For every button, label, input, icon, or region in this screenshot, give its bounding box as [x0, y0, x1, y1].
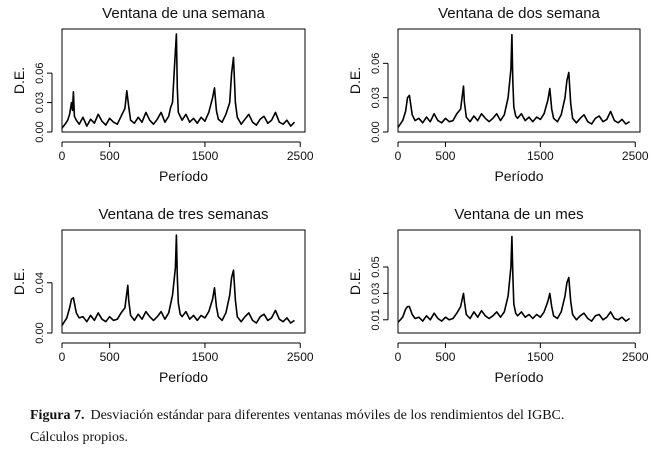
y-tick-label: 0.00: [34, 121, 46, 142]
y-tick-label: 0.04: [34, 272, 46, 293]
x-axis-label: Período: [159, 168, 208, 184]
x-axis-label: Período: [494, 168, 543, 184]
y-axis-label: D.E.: [347, 67, 363, 94]
chart-panel-4: Ventana de un mes 0 500 1500 2500 Período 0.01…: [347, 206, 649, 385]
y-tick-label: 0.03: [370, 87, 382, 108]
figure-caption: Figura 7. Desviación estándar para difere…: [30, 405, 630, 449]
plot-frame: [397, 229, 641, 334]
y-tick-label: 0.05: [370, 256, 382, 277]
x-tick-label: 1500: [192, 149, 219, 163]
caption-text: Desviación estándar para diferentes vent…: [90, 408, 565, 423]
x-tick-label: 0: [59, 149, 66, 163]
x-tick-label: 2500: [287, 350, 314, 364]
caption-line-1: Figura 7. Desviación estándar para difere…: [30, 405, 630, 427]
series-line-1: [397, 33, 631, 128]
y-axis-label: D.E.: [347, 268, 363, 295]
chart-panel-2: Ventana de dos semana 0 500 1500 2500 Período…: [347, 5, 649, 184]
chart-title: Ventana de un mes: [454, 206, 583, 223]
y-axis-label: D.E.: [11, 67, 27, 94]
x-tick-label: 1500: [527, 149, 554, 163]
series-line-1: [61, 33, 296, 129]
x-axis-label: Período: [494, 369, 543, 385]
x-tick-label: 0: [395, 350, 402, 364]
x-tick-label: 500: [435, 149, 455, 163]
figure-canvas: Ventana de una semana 0 500 1500 2500 Período…: [11, 5, 649, 385]
x-tick-label: 500: [435, 350, 455, 364]
y-axis-label: D.E.: [11, 268, 27, 295]
x-tick-label: 1500: [192, 350, 219, 364]
chart-panel-3: Ventana de tres semanas 0 500 1500 2500 Perío…: [11, 206, 314, 385]
x-tick-label: 500: [100, 350, 120, 364]
y-tick-label: 0.06: [370, 53, 382, 74]
y-tick-label: 0.03: [34, 92, 46, 113]
x-tick-label: 2500: [287, 149, 314, 163]
chart-title: Ventana de tres semanas: [98, 206, 268, 223]
caption-line-2: Cálculos propios.: [30, 430, 128, 445]
x-tick-label: 1500: [527, 350, 554, 364]
series-line-1: [61, 234, 295, 326]
plot-frame: [397, 28, 641, 133]
series-line-1: [397, 235, 631, 323]
plot-frame: [61, 28, 306, 133]
x-tick-label: 2500: [622, 350, 649, 364]
x-tick-label: 0: [395, 149, 402, 163]
x-tick-label: 2500: [622, 149, 649, 163]
x-tick-label: 0: [59, 350, 66, 364]
x-tick-label: 500: [100, 149, 120, 163]
y-tick-label: 0.00: [370, 121, 382, 142]
plot-frame: [61, 229, 306, 334]
x-axis-label: Período: [159, 369, 208, 385]
chart-title: Ventana de dos semana: [438, 5, 600, 22]
y-tick-label: 0.03: [370, 283, 382, 304]
y-tick-label: 0.06: [34, 62, 46, 83]
y-tick-label: 0.01: [370, 309, 382, 330]
y-tick-label: 0.00: [34, 322, 46, 343]
chart-title: Ventana de una semana: [102, 5, 265, 22]
figure-label: Figura 7.: [30, 408, 85, 423]
chart-panel-1: Ventana de una semana 0 500 1500 2500 Período…: [11, 5, 314, 184]
